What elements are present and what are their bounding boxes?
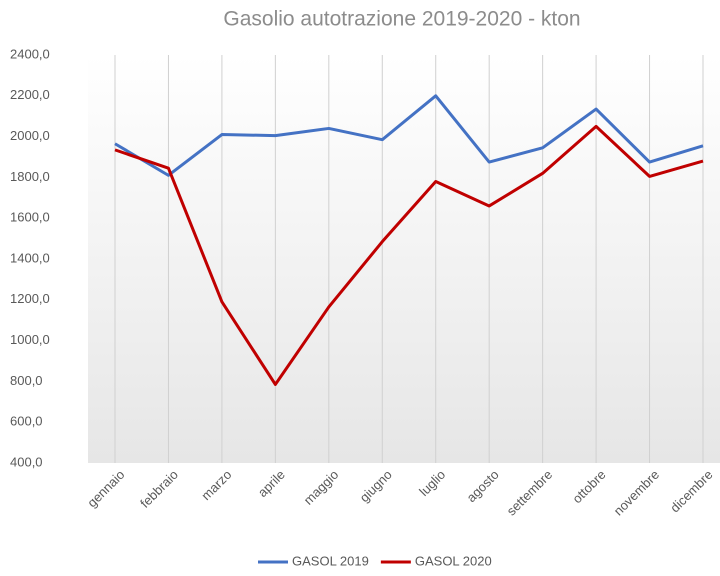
y-tick-label: 600,0 <box>10 414 43 429</box>
x-tick-label: gennaio <box>84 467 127 510</box>
x-tick-label: agosto <box>464 467 502 505</box>
x-tick-label: giugno <box>357 467 395 505</box>
x-tick-label: luglio <box>416 467 448 499</box>
x-tick-label: aprile <box>255 467 288 500</box>
y-tick-label: 1800,0 <box>10 169 50 184</box>
y-tick-label: 800,0 <box>10 373 43 388</box>
series-line <box>114 94 704 177</box>
y-tick-label: 1600,0 <box>10 210 50 225</box>
x-tick-label: maggio <box>301 467 342 508</box>
y-tick-label: 1000,0 <box>10 332 50 347</box>
x-tick-label: settembre <box>504 467 555 518</box>
legend-label: GASOL 2020 <box>415 553 492 568</box>
y-tick-label: 2000,0 <box>10 128 50 143</box>
y-tick-label: 1400,0 <box>10 250 50 265</box>
y-tick-label: 400,0 <box>10 454 43 469</box>
y-tick-label: 2200,0 <box>10 87 50 102</box>
series-line <box>114 124 704 386</box>
chart-title: Gasolio autotrazione 2019-2020 - kton <box>223 8 580 31</box>
legend-label: GASOL 2019 <box>292 553 369 568</box>
x-tick-label: dicembre <box>667 467 715 515</box>
y-tick-label: 2400,0 <box>10 46 50 61</box>
y-tick-label: 1200,0 <box>10 291 50 306</box>
x-tick-label: ottobre <box>569 467 608 506</box>
x-tick-label: febbraio <box>137 467 181 511</box>
plot-area <box>88 55 720 463</box>
x-tick-label: marzo <box>198 467 234 503</box>
x-tick-label: novembre <box>611 467 662 518</box>
